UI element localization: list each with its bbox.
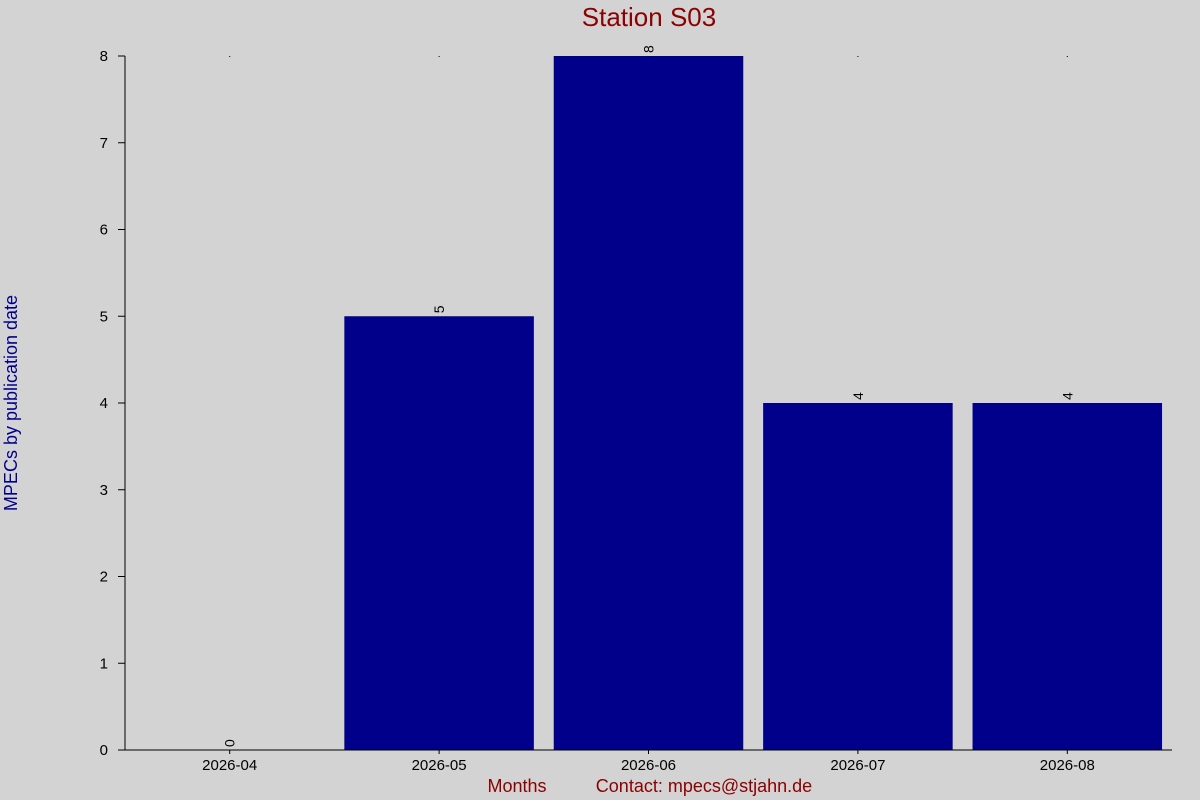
bar-2026-05 [344, 316, 534, 750]
y-tick-label-7: 7 [100, 135, 108, 152]
bar-2026-08 [972, 403, 1163, 750]
bar-2026-07 [763, 403, 953, 750]
x-tick-label-2026-08: 2026-08 [1040, 757, 1095, 774]
y-tick-label-2: 2 [100, 569, 108, 586]
x-tick-label-2026-04: 2026-04 [202, 757, 257, 774]
x-tick-label-2026-05: 2026-05 [412, 757, 467, 774]
y-tick-label-1: 1 [100, 655, 108, 672]
y-tick-label-4: 4 [100, 395, 108, 412]
data-label-2026-06: 8 [641, 45, 657, 53]
y-tick-label-6: 6 [100, 222, 108, 239]
y-tick-label-8: 8 [100, 48, 108, 65]
chart-title: Station S03 [582, 2, 716, 32]
data-label-2026-04: 0 [222, 739, 238, 747]
x-tick-label-2026-06: 2026-06 [621, 757, 676, 774]
x-axis-label: Months [487, 776, 546, 796]
bar-2026-06 [553, 56, 744, 750]
bars-group: 0 5 8 4 4 [222, 45, 1163, 750]
contact-text: Contact: mpecs@stjahn.de [596, 776, 812, 796]
x-tick-label-2026-07: 2026-07 [830, 757, 885, 774]
y-axis-label: MPECs by publication date [1, 295, 21, 511]
data-label-2026-07: 4 [850, 392, 866, 400]
y-tick-label-5: 5 [100, 308, 108, 325]
y-tick-label-0: 0 [100, 742, 108, 759]
data-label-2026-05: 5 [431, 305, 447, 313]
y-tick-label-3: 3 [100, 482, 108, 499]
y-ticks-group: 0 1 2 3 4 5 6 7 8 [100, 48, 125, 759]
x-ticks-group: 2026-04 2026-05 2026-06 2026-07 2026-08 [202, 750, 1095, 774]
data-label-2026-08: 4 [1059, 392, 1075, 400]
